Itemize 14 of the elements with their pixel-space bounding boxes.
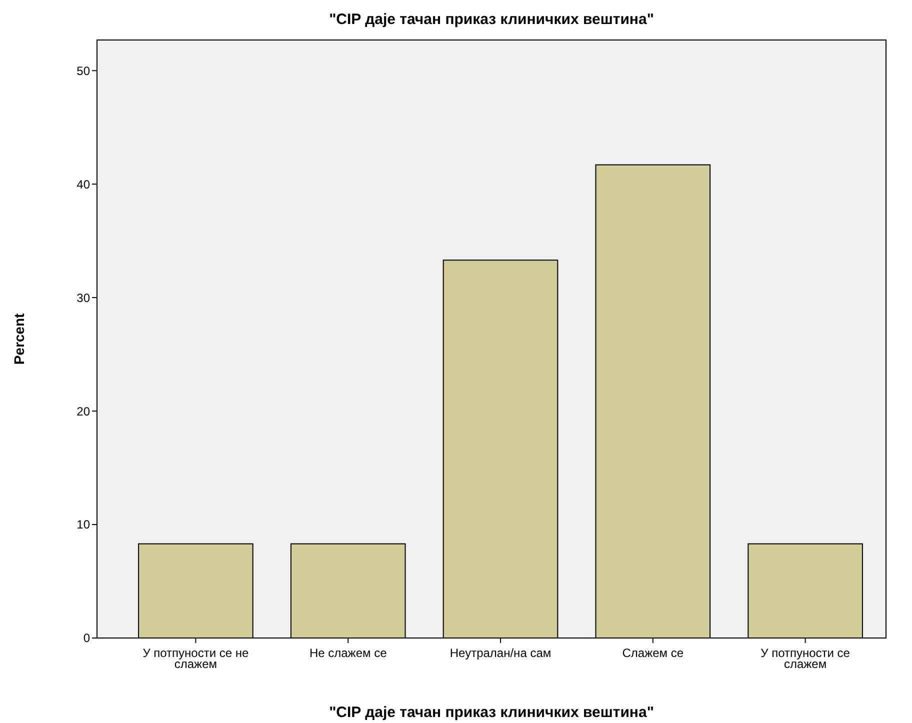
- x-tick-label: Слажем се: [622, 646, 684, 660]
- x-axis-title: "CIP даје тачан приказ клиничких вештина": [329, 704, 654, 721]
- y-tick-label: 40: [76, 177, 90, 192]
- x-tick-label: Неутралан/на сам: [450, 646, 552, 660]
- y-tick-label: 30: [76, 290, 90, 305]
- x-tick-label: Не слажем се: [309, 646, 388, 660]
- chart-title: "CIP даје тачан приказ клиничких вештина": [329, 11, 654, 28]
- y-tick-label: 0: [83, 631, 90, 646]
- x-tick-label: У потпуности се не слажем: [142, 646, 250, 671]
- y-tick-label: 20: [76, 404, 90, 418]
- y-tick-label: 50: [76, 64, 90, 78]
- y-tick-label: 10: [76, 518, 90, 532]
- y-axis-title: Percent: [11, 312, 27, 365]
- x-tick-label: У потпуности се слажем: [760, 646, 850, 671]
